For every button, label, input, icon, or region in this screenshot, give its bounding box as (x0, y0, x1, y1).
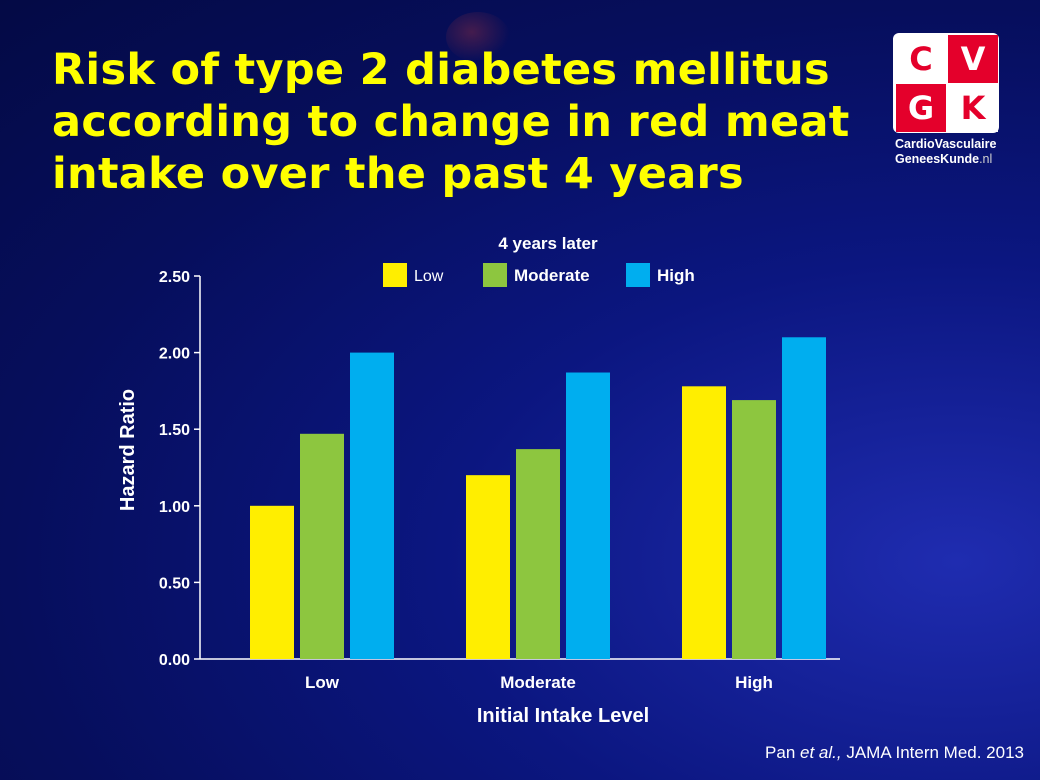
logo-letter-grid: C V G K (893, 33, 999, 133)
bar-high-low (682, 386, 726, 659)
bar-low-high (350, 352, 394, 659)
logo-line-2: GeneesKunde.nl (895, 152, 992, 166)
y-tick-label: 1.50 (159, 422, 190, 439)
title-line-2: according to change in red meat (52, 97, 850, 147)
x-tick-label: Moderate (500, 673, 576, 692)
legend-swatch-low (383, 263, 407, 287)
x-axis-title: Initial Intake Level (477, 705, 649, 727)
legend-swatch-high (626, 263, 650, 287)
citation-source: JAMA Intern Med. 2013 (846, 743, 1024, 762)
x-tick-label: High (735, 673, 773, 692)
legend-label-low: Low (414, 268, 444, 285)
legend-label-moderate: Moderate (514, 266, 590, 285)
logo-letter-g: G (896, 84, 946, 132)
y-tick-label: 2.00 (159, 346, 190, 363)
bar-moderate-high (566, 372, 610, 659)
bar-moderate-moderate (516, 449, 560, 659)
logo-letter-k: K (948, 84, 998, 132)
logo-line-1: CardioVasculaire (895, 137, 997, 151)
logo-letter-c: C (896, 35, 946, 83)
bar-low-moderate (300, 433, 344, 659)
legend-title: 4 years later (498, 234, 598, 253)
x-tick-label: Low (305, 673, 340, 692)
cvgk-logo: C V G K CardioVasculaire GeneesKunde.nl (893, 33, 1003, 168)
logo-letter-v: V (948, 35, 998, 83)
bar-low-low (250, 505, 294, 659)
bar-high-high (782, 337, 826, 659)
y-axis-title: Hazard Ratio (117, 389, 139, 511)
background-decoration (446, 12, 510, 62)
legend-label-high: High (657, 266, 695, 285)
legend-swatch-moderate (483, 263, 507, 287)
y-tick-label: 1.00 (159, 499, 190, 516)
citation-author: Pan (765, 743, 796, 762)
y-tick-label: 2.50 (159, 269, 190, 286)
logo-line-2-main: GeneesKunde (895, 152, 980, 166)
citation: Pan et al., JAMA Intern Med. 2013 (765, 743, 1024, 763)
title-line-1: Risk of type 2 diabetes mellitus (52, 45, 830, 95)
bar-high-moderate (732, 400, 776, 659)
bar-moderate-low (466, 475, 510, 659)
slide-title: Risk of type 2 diabetes mellitus accordi… (52, 44, 872, 200)
y-tick-label: 0.50 (159, 575, 190, 592)
title-line-3: intake over the past 4 years (52, 149, 744, 199)
y-tick-label: 0.00 (159, 652, 190, 669)
citation-etal: et al., (800, 743, 842, 762)
logo-line-2-suffix: .nl (979, 152, 993, 166)
